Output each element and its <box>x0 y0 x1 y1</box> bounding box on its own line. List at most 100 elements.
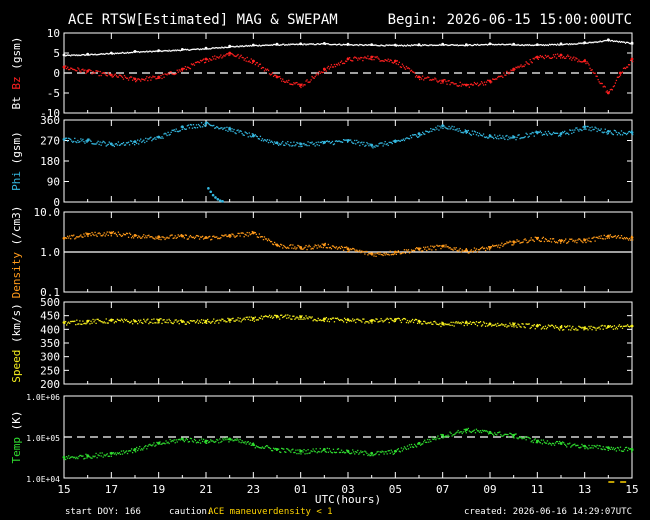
data-point <box>462 431 464 433</box>
data-point <box>385 451 387 453</box>
data-point <box>557 442 560 445</box>
data-point <box>267 446 270 449</box>
data-point <box>596 75 598 78</box>
data-point <box>454 322 456 324</box>
data-point <box>336 317 339 319</box>
data-point <box>275 42 279 46</box>
data-point <box>290 43 292 45</box>
data-point <box>623 67 626 69</box>
data-point <box>618 75 621 78</box>
data-point <box>556 132 559 135</box>
data-point <box>369 319 371 322</box>
data-point <box>110 455 112 457</box>
data-point <box>412 249 415 252</box>
data-point <box>103 71 105 74</box>
data-point <box>545 44 548 46</box>
data-point <box>533 324 535 326</box>
data-point <box>257 65 260 67</box>
data-point <box>451 248 453 250</box>
data-point <box>597 128 599 130</box>
data-point <box>142 449 144 451</box>
data-point <box>267 316 270 318</box>
data-point <box>557 135 560 137</box>
data-point <box>540 131 543 134</box>
data-point <box>497 246 499 248</box>
data-point <box>423 133 425 135</box>
data-point <box>399 319 402 322</box>
data-point <box>529 239 531 241</box>
data-point <box>68 321 70 323</box>
data-point <box>606 237 608 239</box>
data-point <box>165 73 167 75</box>
data-point <box>406 67 409 69</box>
data-point <box>593 72 595 75</box>
data-point <box>139 79 141 81</box>
data-point <box>198 320 201 322</box>
data-point <box>233 55 235 57</box>
data-point <box>345 246 348 248</box>
data-point <box>320 141 322 144</box>
data-point <box>622 325 625 327</box>
data-point <box>292 144 294 147</box>
data-point <box>261 138 264 140</box>
data-point <box>579 447 581 449</box>
data-point <box>585 446 587 448</box>
data-point <box>325 316 327 319</box>
data-point <box>601 448 603 451</box>
data-point <box>191 64 194 66</box>
data-point <box>337 43 340 46</box>
data-point <box>444 246 446 248</box>
data-point <box>128 322 131 324</box>
data-point <box>385 252 387 254</box>
data-point <box>370 43 374 46</box>
data-point <box>402 448 405 450</box>
data-point <box>625 41 628 44</box>
data-point <box>112 144 114 146</box>
data-point <box>350 59 352 61</box>
footer-density-note: density < 1 <box>273 507 333 517</box>
data-point <box>540 439 543 441</box>
data-point <box>485 136 488 138</box>
data-point <box>130 51 133 54</box>
data-point <box>480 431 483 434</box>
data-point <box>630 41 634 45</box>
data-point <box>542 236 545 238</box>
data-point <box>530 326 532 329</box>
data-point <box>68 137 70 139</box>
data-point <box>278 245 280 247</box>
data-point <box>108 53 110 55</box>
data-point <box>67 140 69 142</box>
data-point <box>142 322 144 325</box>
data-point <box>213 58 215 60</box>
data-point <box>119 453 122 455</box>
data-point <box>456 85 458 87</box>
data-point <box>504 44 506 46</box>
data-point <box>294 318 296 320</box>
data-point <box>338 43 341 45</box>
data-point <box>458 128 460 130</box>
data-point <box>89 69 91 71</box>
data-point <box>126 452 129 455</box>
data-point <box>336 248 339 250</box>
data-point <box>327 243 330 246</box>
data-point <box>409 45 412 47</box>
data-point <box>554 43 557 46</box>
data-point <box>87 138 89 140</box>
data-point <box>218 47 220 49</box>
data-point <box>83 140 85 143</box>
data-point <box>479 44 482 46</box>
data-point <box>414 134 417 136</box>
data-point <box>396 251 398 253</box>
data-point <box>136 446 138 449</box>
data-point <box>346 139 350 142</box>
data-point <box>419 249 421 251</box>
data-point <box>376 44 378 47</box>
data-point <box>456 44 458 46</box>
data-point <box>355 321 357 324</box>
data-point <box>458 44 460 47</box>
data-point <box>479 83 482 85</box>
data-point <box>459 44 461 46</box>
data-point <box>510 69 512 71</box>
data-point <box>312 320 314 322</box>
data-point <box>601 131 603 133</box>
